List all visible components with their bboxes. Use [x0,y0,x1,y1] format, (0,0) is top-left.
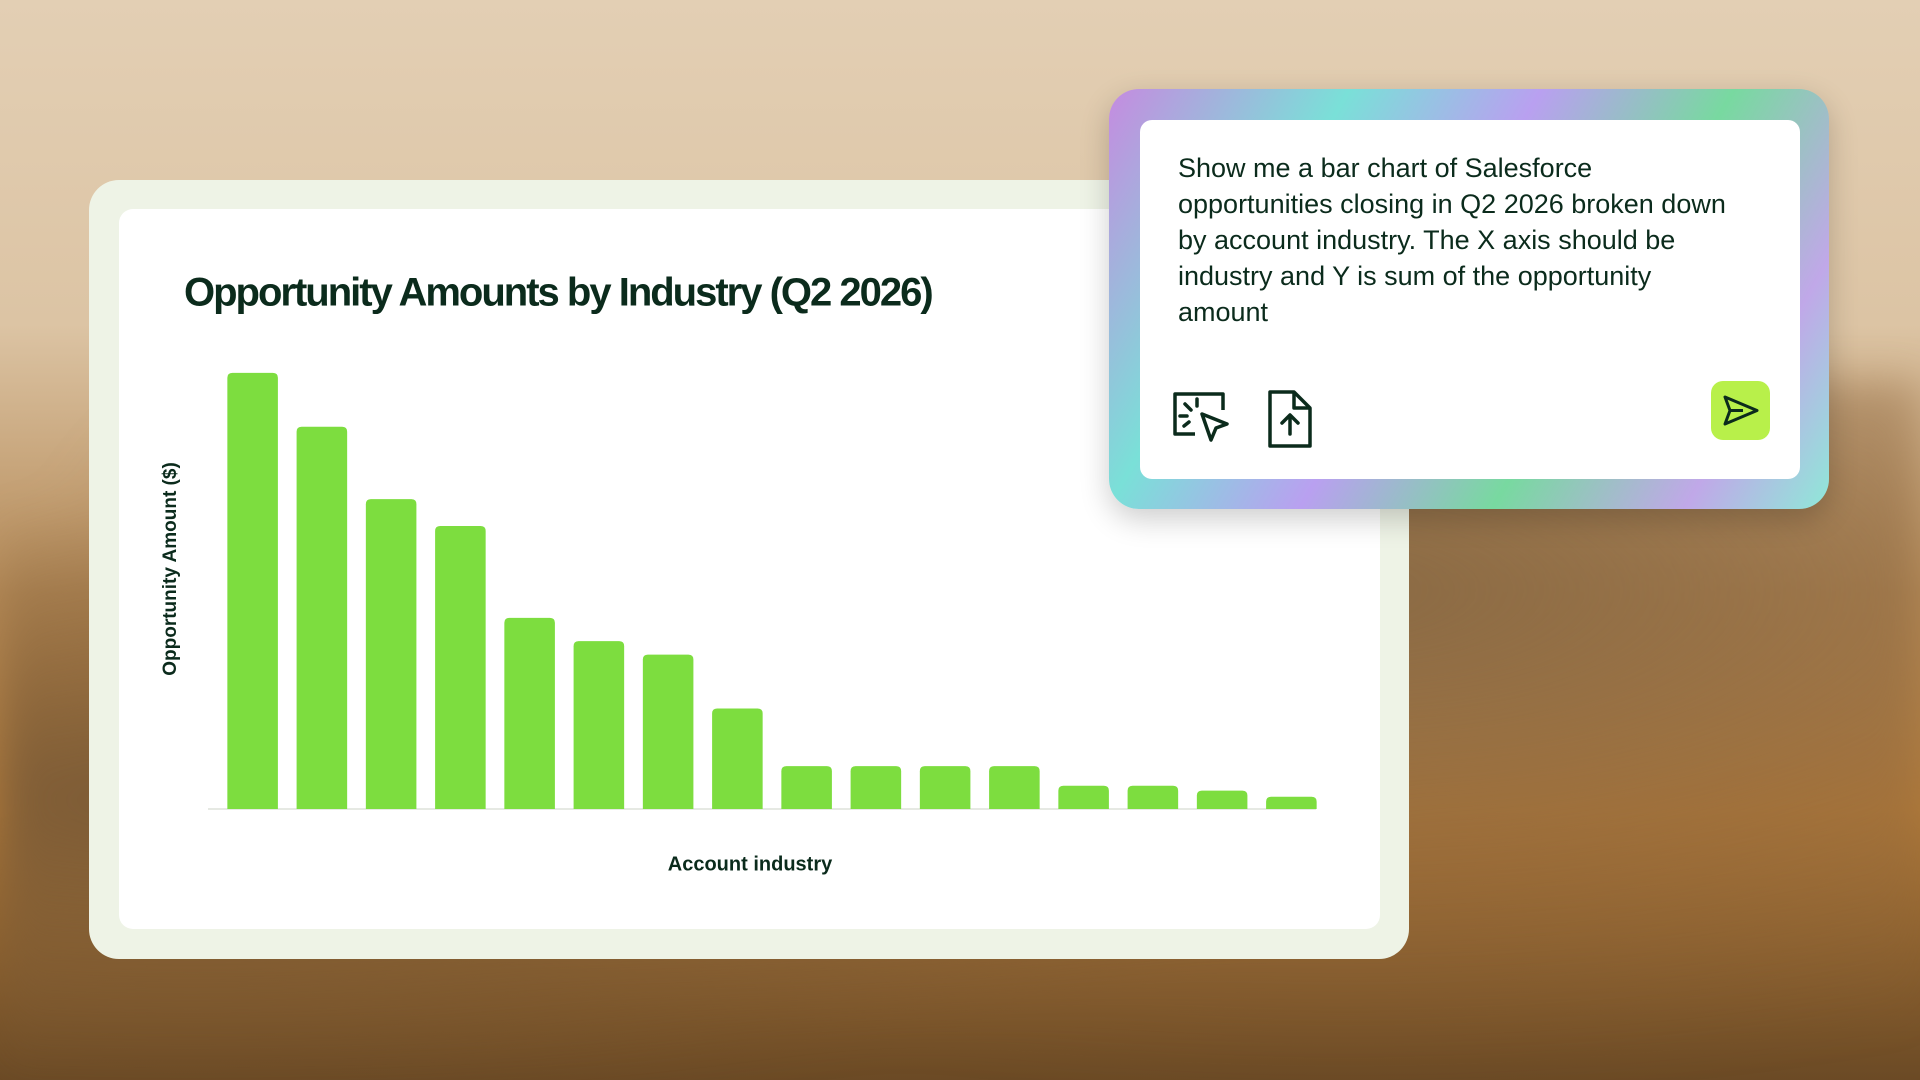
bar [573,641,625,809]
bar [712,708,763,809]
upload-icon[interactable] [1260,388,1322,450]
chart-title: Opportunity Amounts by Industry (Q2 2026… [184,271,932,315]
bar [1266,796,1317,809]
prompt-panel: Show me a bar chart of Salesforce opport… [1140,120,1800,479]
prompt-card: Show me a bar chart of Salesforce opport… [1109,89,1829,509]
bar [1058,785,1109,809]
select-icon[interactable] [1169,388,1231,450]
bar [850,766,902,809]
bar [989,766,1040,809]
prompt-text[interactable]: Show me a bar chart of Salesforce opport… [1178,153,1726,327]
y-axis-label: Opportunity Amount ($) [160,462,181,676]
send-button[interactable] [1711,381,1770,440]
bar [642,654,694,809]
bar [781,766,832,809]
bar [365,499,417,809]
bar [435,526,486,809]
bar [919,766,971,809]
bar [504,617,555,809]
bar [227,372,278,809]
chart-panel [119,209,1380,929]
x-axis-label: Account industry [668,853,833,875]
send-icon [1723,395,1759,426]
bar [1127,785,1179,809]
bar [1196,790,1248,809]
bar [296,426,348,809]
